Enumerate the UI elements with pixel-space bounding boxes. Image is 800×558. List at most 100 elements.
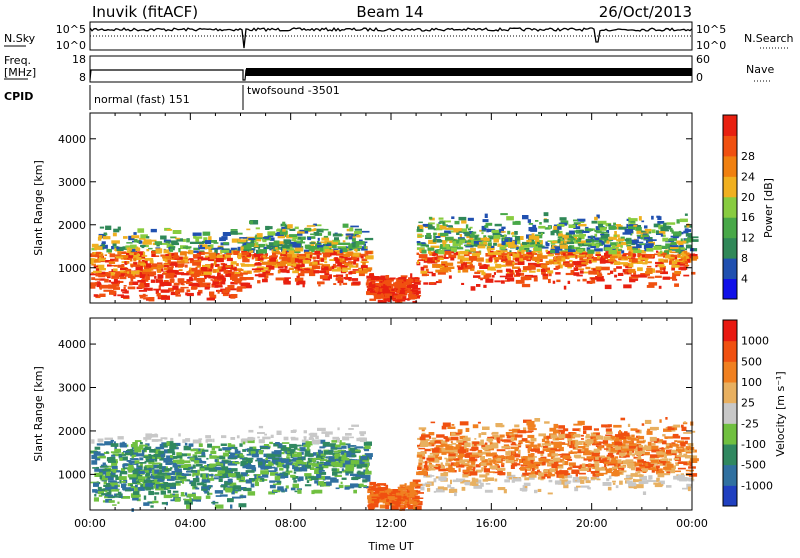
- scatter-cell: [549, 226, 552, 229]
- scatter-cell: [286, 485, 289, 488]
- scatter-cell: [687, 224, 690, 228]
- ytick-label: 3000: [58, 176, 86, 189]
- scatter-cell: [548, 254, 554, 257]
- scatter-cell: [443, 487, 448, 490]
- scatter-cell: [484, 225, 488, 228]
- scatter-cell: [639, 243, 645, 245]
- scatter-cell: [129, 253, 134, 255]
- scatter-cell: [646, 268, 652, 272]
- scatter-cell: [530, 237, 539, 239]
- scatter-cell: [507, 472, 511, 476]
- scatter-cell: [260, 260, 263, 262]
- scatter-cell: [186, 239, 190, 242]
- scatter-cell: [113, 229, 119, 233]
- scatter-cell: [297, 231, 305, 233]
- scatter-cell: [311, 490, 314, 494]
- scatter-cell: [186, 471, 191, 473]
- scatter-cell: [270, 485, 276, 488]
- scatter-cell: [158, 274, 164, 278]
- scatter-cell: [293, 480, 297, 483]
- scatter-cell: [295, 248, 303, 252]
- scatter-cell: [501, 446, 510, 449]
- scatter-cell: [186, 505, 190, 509]
- scatter-cell: [667, 222, 676, 225]
- scatter-cell: [569, 256, 576, 258]
- scatter-cell: [567, 481, 571, 484]
- scatter-cell: [164, 449, 168, 453]
- scatter-cell: [137, 280, 145, 283]
- scatter-cell: [449, 275, 452, 278]
- scatter-cell: [418, 222, 423, 224]
- scatter-cell: [193, 251, 199, 253]
- scatter-cell: [512, 232, 514, 235]
- scatter-cell: [616, 251, 621, 254]
- scatter-cell: [558, 239, 561, 243]
- scatter-cell: [469, 256, 477, 261]
- scatter-cell: [269, 480, 275, 482]
- power-colorbar-label: Power [dB]: [762, 178, 775, 238]
- scatter-cell: [583, 430, 586, 434]
- scatter-cell: [460, 259, 463, 261]
- nsky-tick-top: 10^5: [56, 23, 86, 36]
- scatter-cell: [449, 489, 457, 493]
- scatter-cell: [235, 278, 242, 281]
- scatter-cell: [592, 242, 595, 244]
- scatter-cell: [193, 440, 202, 444]
- scatter-cell: [514, 460, 518, 462]
- scatter-cell: [325, 249, 334, 253]
- scatter-cell: [523, 254, 528, 256]
- scatter-cell: [496, 425, 504, 428]
- scatter-cell: [468, 228, 471, 230]
- scatter-cell: [305, 484, 311, 486]
- scatter-cell: [529, 442, 535, 444]
- scatter-cell: [291, 430, 296, 433]
- scatter-cell: [207, 298, 215, 301]
- scatter-cell: [497, 437, 500, 441]
- scatter-cell: [201, 253, 204, 255]
- scatter-cell: [238, 490, 241, 492]
- scatter-cell: [448, 225, 453, 227]
- scatter-cell: [611, 472, 619, 476]
- scatter-cell: [637, 235, 641, 237]
- scatter-cell: [603, 482, 612, 486]
- scatter-cell: [161, 485, 167, 488]
- scatter-cell: [680, 219, 688, 223]
- scatter-cell: [497, 468, 505, 471]
- scatter-cell: [321, 229, 329, 231]
- scatter-cell: [459, 217, 467, 221]
- scatter-cell: [286, 467, 288, 471]
- scatter-cell: [631, 275, 639, 277]
- scatter-cell: [98, 487, 102, 490]
- scatter-cell: [494, 272, 496, 275]
- scatter-cell: [237, 435, 240, 438]
- scatter-cell: [371, 490, 373, 494]
- scatter-cell: [133, 232, 136, 235]
- scatter-cell: [627, 481, 633, 484]
- scatter-cell: [154, 492, 159, 494]
- scatter-cell: [255, 479, 258, 482]
- scatter-cell: [547, 270, 553, 273]
- scatter-cell: [512, 479, 515, 482]
- scatter-cell: [111, 489, 119, 492]
- scatter-cell: [151, 254, 155, 257]
- scatter-cell: [596, 279, 604, 282]
- scatter-cell: [152, 501, 158, 503]
- colorbar-segment: [723, 135, 737, 156]
- scatter-cell: [439, 250, 445, 254]
- scatter-cell: [623, 284, 631, 288]
- scatter-cell: [658, 259, 663, 262]
- scatter-cell: [619, 262, 628, 265]
- scatter-cell: [98, 274, 105, 277]
- scatter-cell: [217, 247, 221, 249]
- scatter-cell: [364, 246, 366, 249]
- scatter-cell: [293, 229, 296, 231]
- scatter-cell: [594, 217, 598, 221]
- scatter-cell: [294, 485, 299, 487]
- scatter-cell: [340, 249, 343, 253]
- scatter-cell: [137, 228, 144, 233]
- scatter-cell: [528, 454, 533, 458]
- scatter-cell: [227, 285, 234, 289]
- scatter-cell: [230, 295, 235, 299]
- scatter-cell: [142, 255, 148, 257]
- scatter-cell: [563, 455, 571, 459]
